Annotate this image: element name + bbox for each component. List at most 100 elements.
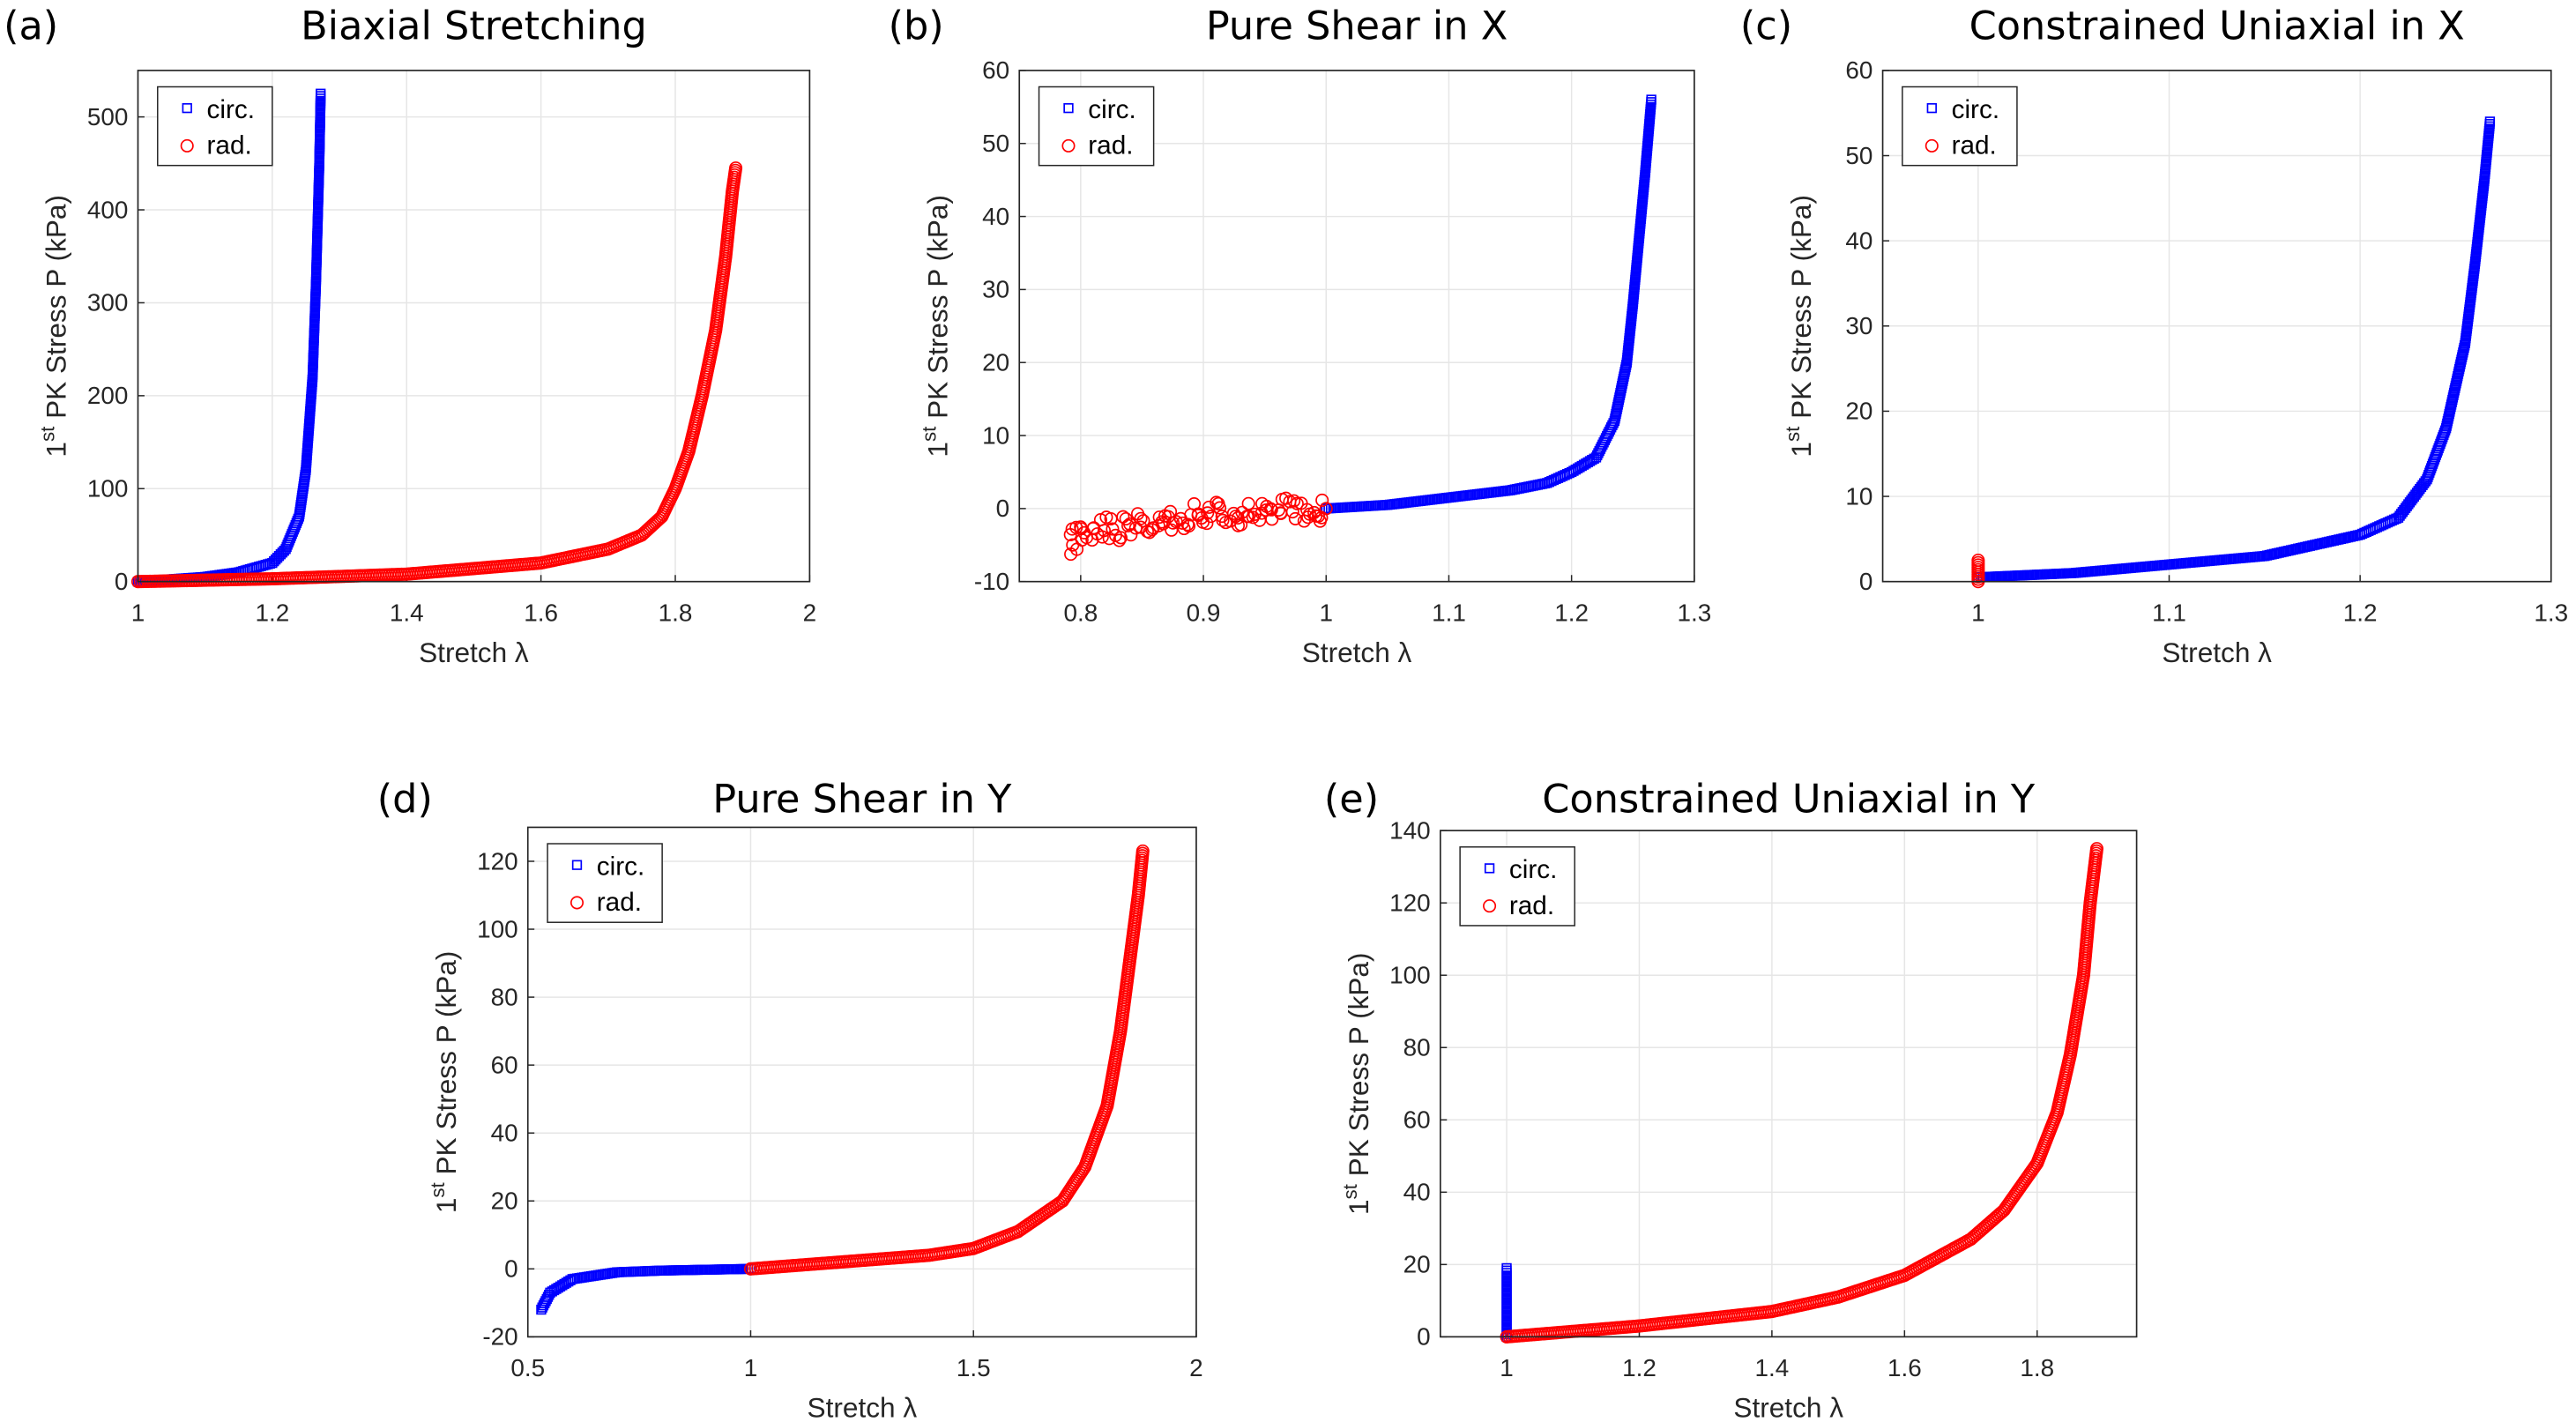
panel-label: (d) <box>377 777 433 823</box>
legend-circle-marker-icon <box>180 138 194 153</box>
y-tick-label: 20 <box>491 1187 518 1215</box>
y-tick-label: 40 <box>491 1119 518 1146</box>
data-point <box>1200 517 1214 531</box>
legend-label-rad: rad. <box>1088 131 1133 160</box>
legend-square-marker-icon <box>182 102 192 114</box>
data-point <box>1202 500 1216 514</box>
legend-label-rad: rad. <box>597 888 642 917</box>
x-tick-label: 1.6 <box>1887 1354 1922 1381</box>
y-label-text: PK Stress P (kPa) <box>1785 195 1817 427</box>
data-point <box>1279 491 1293 505</box>
y-tick-label: 0 <box>115 568 129 595</box>
axes-box <box>1439 830 2138 1338</box>
y-tick-label: 0 <box>996 495 1010 522</box>
x-axis-label: Stretch λ <box>419 637 529 668</box>
x-tick-label: 1.8 <box>659 599 693 626</box>
y-label-text: PK Stress P (kPa) <box>41 195 72 427</box>
y-tick-label: 20 <box>1845 398 1872 425</box>
data-point <box>1124 528 1138 542</box>
series-circ <box>1973 116 2496 583</box>
y-tick-label: 40 <box>1403 1179 1431 1206</box>
y-axis-label: 1st PK Stress P (kPa) <box>1782 195 1817 458</box>
y-tick-label: 20 <box>1403 1251 1431 1278</box>
y-label-text: PK Stress P (kPa) <box>430 951 462 1183</box>
x-tick-label: 2 <box>1189 1354 1203 1381</box>
data-point <box>1113 531 1128 545</box>
subplot-d: 0.5 1 1.5 2 -20 0 20 40 60 80 100 120 circ. rad. Stret… <box>377 777 1203 1422</box>
data-point <box>1156 517 1171 531</box>
y-tick-label: 200 <box>87 382 128 409</box>
x-axis-label: Stretch λ <box>808 1391 918 1422</box>
panel-label: (c) <box>1740 4 1792 49</box>
subplot-a: 1 1.2 1.4 1.6 1.8 2 0 100 200 300 400 500 circ. rad. S… <box>4 4 816 668</box>
data-point <box>316 88 326 99</box>
y-label-superscript: st <box>1782 426 1804 442</box>
y-tick-label: 80 <box>491 983 518 1010</box>
data-point <box>1095 530 1109 544</box>
y-label-text: PK Stress P (kPa) <box>1343 952 1374 1184</box>
y-tick-label: 60 <box>982 56 1009 84</box>
data-point <box>270 554 281 565</box>
y-tick-label: 40 <box>1845 227 1872 254</box>
y-axis-label: 1st PK Stress P (kPa) <box>918 195 953 458</box>
data-point <box>1191 509 1205 523</box>
series-rad <box>743 844 1150 1276</box>
chart-title: Constrained Uniaxial in X <box>1969 4 2465 49</box>
data-point <box>1143 525 1157 540</box>
legend-box <box>1902 86 2018 167</box>
chart-title: Pure Shear in X <box>1206 4 1508 49</box>
chart-title: Pure Shear in Y <box>712 777 1012 823</box>
axes-box <box>1018 70 1695 583</box>
y-tick-label: 40 <box>982 203 1009 230</box>
panel-label: (e) <box>1324 777 1379 823</box>
x-tick-label: 1.8 <box>2020 1354 2054 1381</box>
x-tick-label: 1.5 <box>957 1354 991 1381</box>
y-tick-label: 60 <box>1403 1106 1431 1134</box>
y-tick-label: 300 <box>87 289 128 316</box>
y-tick-label: 60 <box>1845 56 1872 84</box>
y-tick-label: -20 <box>482 1323 517 1351</box>
panel-label: (a) <box>4 4 58 49</box>
axes-box <box>137 70 811 583</box>
chart-title: Biaxial Stretching <box>301 4 647 49</box>
x-tick-label: 1 <box>1319 599 1333 626</box>
legend-label-rad: rad. <box>207 131 252 160</box>
data-point <box>1180 517 1195 532</box>
legend-square-marker-icon <box>571 860 583 870</box>
legend-label-circ: circ. <box>1509 855 1557 884</box>
y-label-superscript: st <box>37 426 59 442</box>
x-tick-label: 1 <box>744 1354 758 1381</box>
data-point <box>1175 516 1189 530</box>
series-circ <box>1321 94 1657 514</box>
chart-title: Constrained Uniaxial in Y <box>1542 777 2036 823</box>
y-tick-label: 500 <box>87 103 128 130</box>
data-point <box>1501 1262 1512 1274</box>
panel-label: (b) <box>889 4 944 49</box>
legend: circ. rad. <box>157 86 273 167</box>
y-tick-label: 80 <box>1403 1034 1431 1061</box>
data-point <box>267 557 278 569</box>
x-tick-label: 0.8 <box>1063 599 1098 626</box>
data-point <box>1106 522 1120 536</box>
legend-box <box>1459 845 1575 927</box>
data-point <box>729 161 743 175</box>
y-label-ordinal: 1 <box>1343 1199 1374 1215</box>
x-tick-label: 1 <box>1500 1354 1514 1381</box>
y-tick-label: 120 <box>477 847 517 875</box>
x-tick-label: 1.3 <box>2534 599 2568 626</box>
data-point <box>1319 502 1333 516</box>
y-label-superscript: st <box>427 1181 449 1197</box>
legend-label-circ: circ. <box>597 852 644 881</box>
y-tick-label: 100 <box>1389 962 1430 989</box>
y-tick-label: 100 <box>87 475 128 503</box>
y-tick-label: 60 <box>491 1051 518 1078</box>
data-point <box>272 553 283 563</box>
x-tick-label: 1.4 <box>1755 1354 1790 1381</box>
series-circ <box>1501 1262 1512 1343</box>
y-label-superscript: st <box>1339 1183 1361 1199</box>
data-point <box>1226 506 1240 520</box>
x-tick-label: 1.2 <box>1554 599 1589 626</box>
x-tick-label: 1.1 <box>1432 599 1466 626</box>
legend-square-marker-icon <box>1926 102 1937 114</box>
y-axis-label: 1st PK Stress P (kPa) <box>1339 952 1374 1215</box>
